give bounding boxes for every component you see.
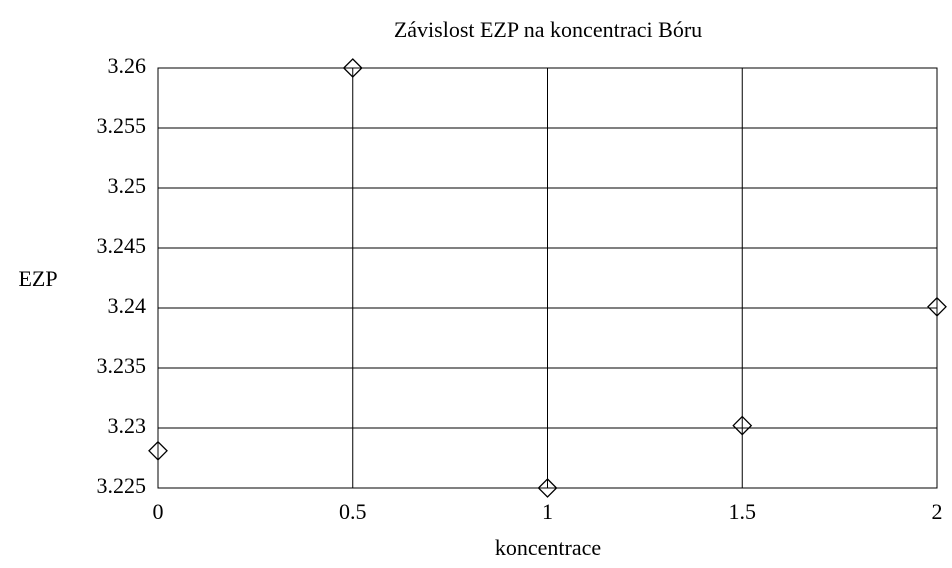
- y-tick-label: 3.24: [108, 293, 147, 318]
- y-tick-label: 3.255: [97, 113, 147, 138]
- y-tick-label: 3.235: [97, 353, 147, 378]
- marker: [537, 478, 558, 498]
- x-tick-label: 0: [153, 499, 164, 524]
- x-axis-label: koncentrace: [495, 535, 601, 560]
- y-tick-label: 3.23: [108, 413, 147, 438]
- marker: [342, 58, 363, 78]
- x-tick-label: 1.5: [729, 499, 757, 524]
- y-tick-label: 3.26: [108, 53, 147, 78]
- y-axis-label: EZP: [18, 266, 57, 291]
- x-tick-label: 2: [932, 499, 943, 524]
- y-tick-label: 3.225: [97, 473, 147, 498]
- marker: [927, 296, 947, 317]
- y-tick-label: 3.245: [97, 233, 147, 258]
- y-tick-label: 3.25: [108, 173, 147, 198]
- marker: [732, 415, 753, 436]
- marker: [148, 440, 168, 461]
- chart-title: Závislost EZP na koncentraci Bóru: [394, 17, 702, 42]
- x-tick-label: 0.5: [339, 499, 367, 524]
- x-tick-label: 1: [542, 499, 553, 524]
